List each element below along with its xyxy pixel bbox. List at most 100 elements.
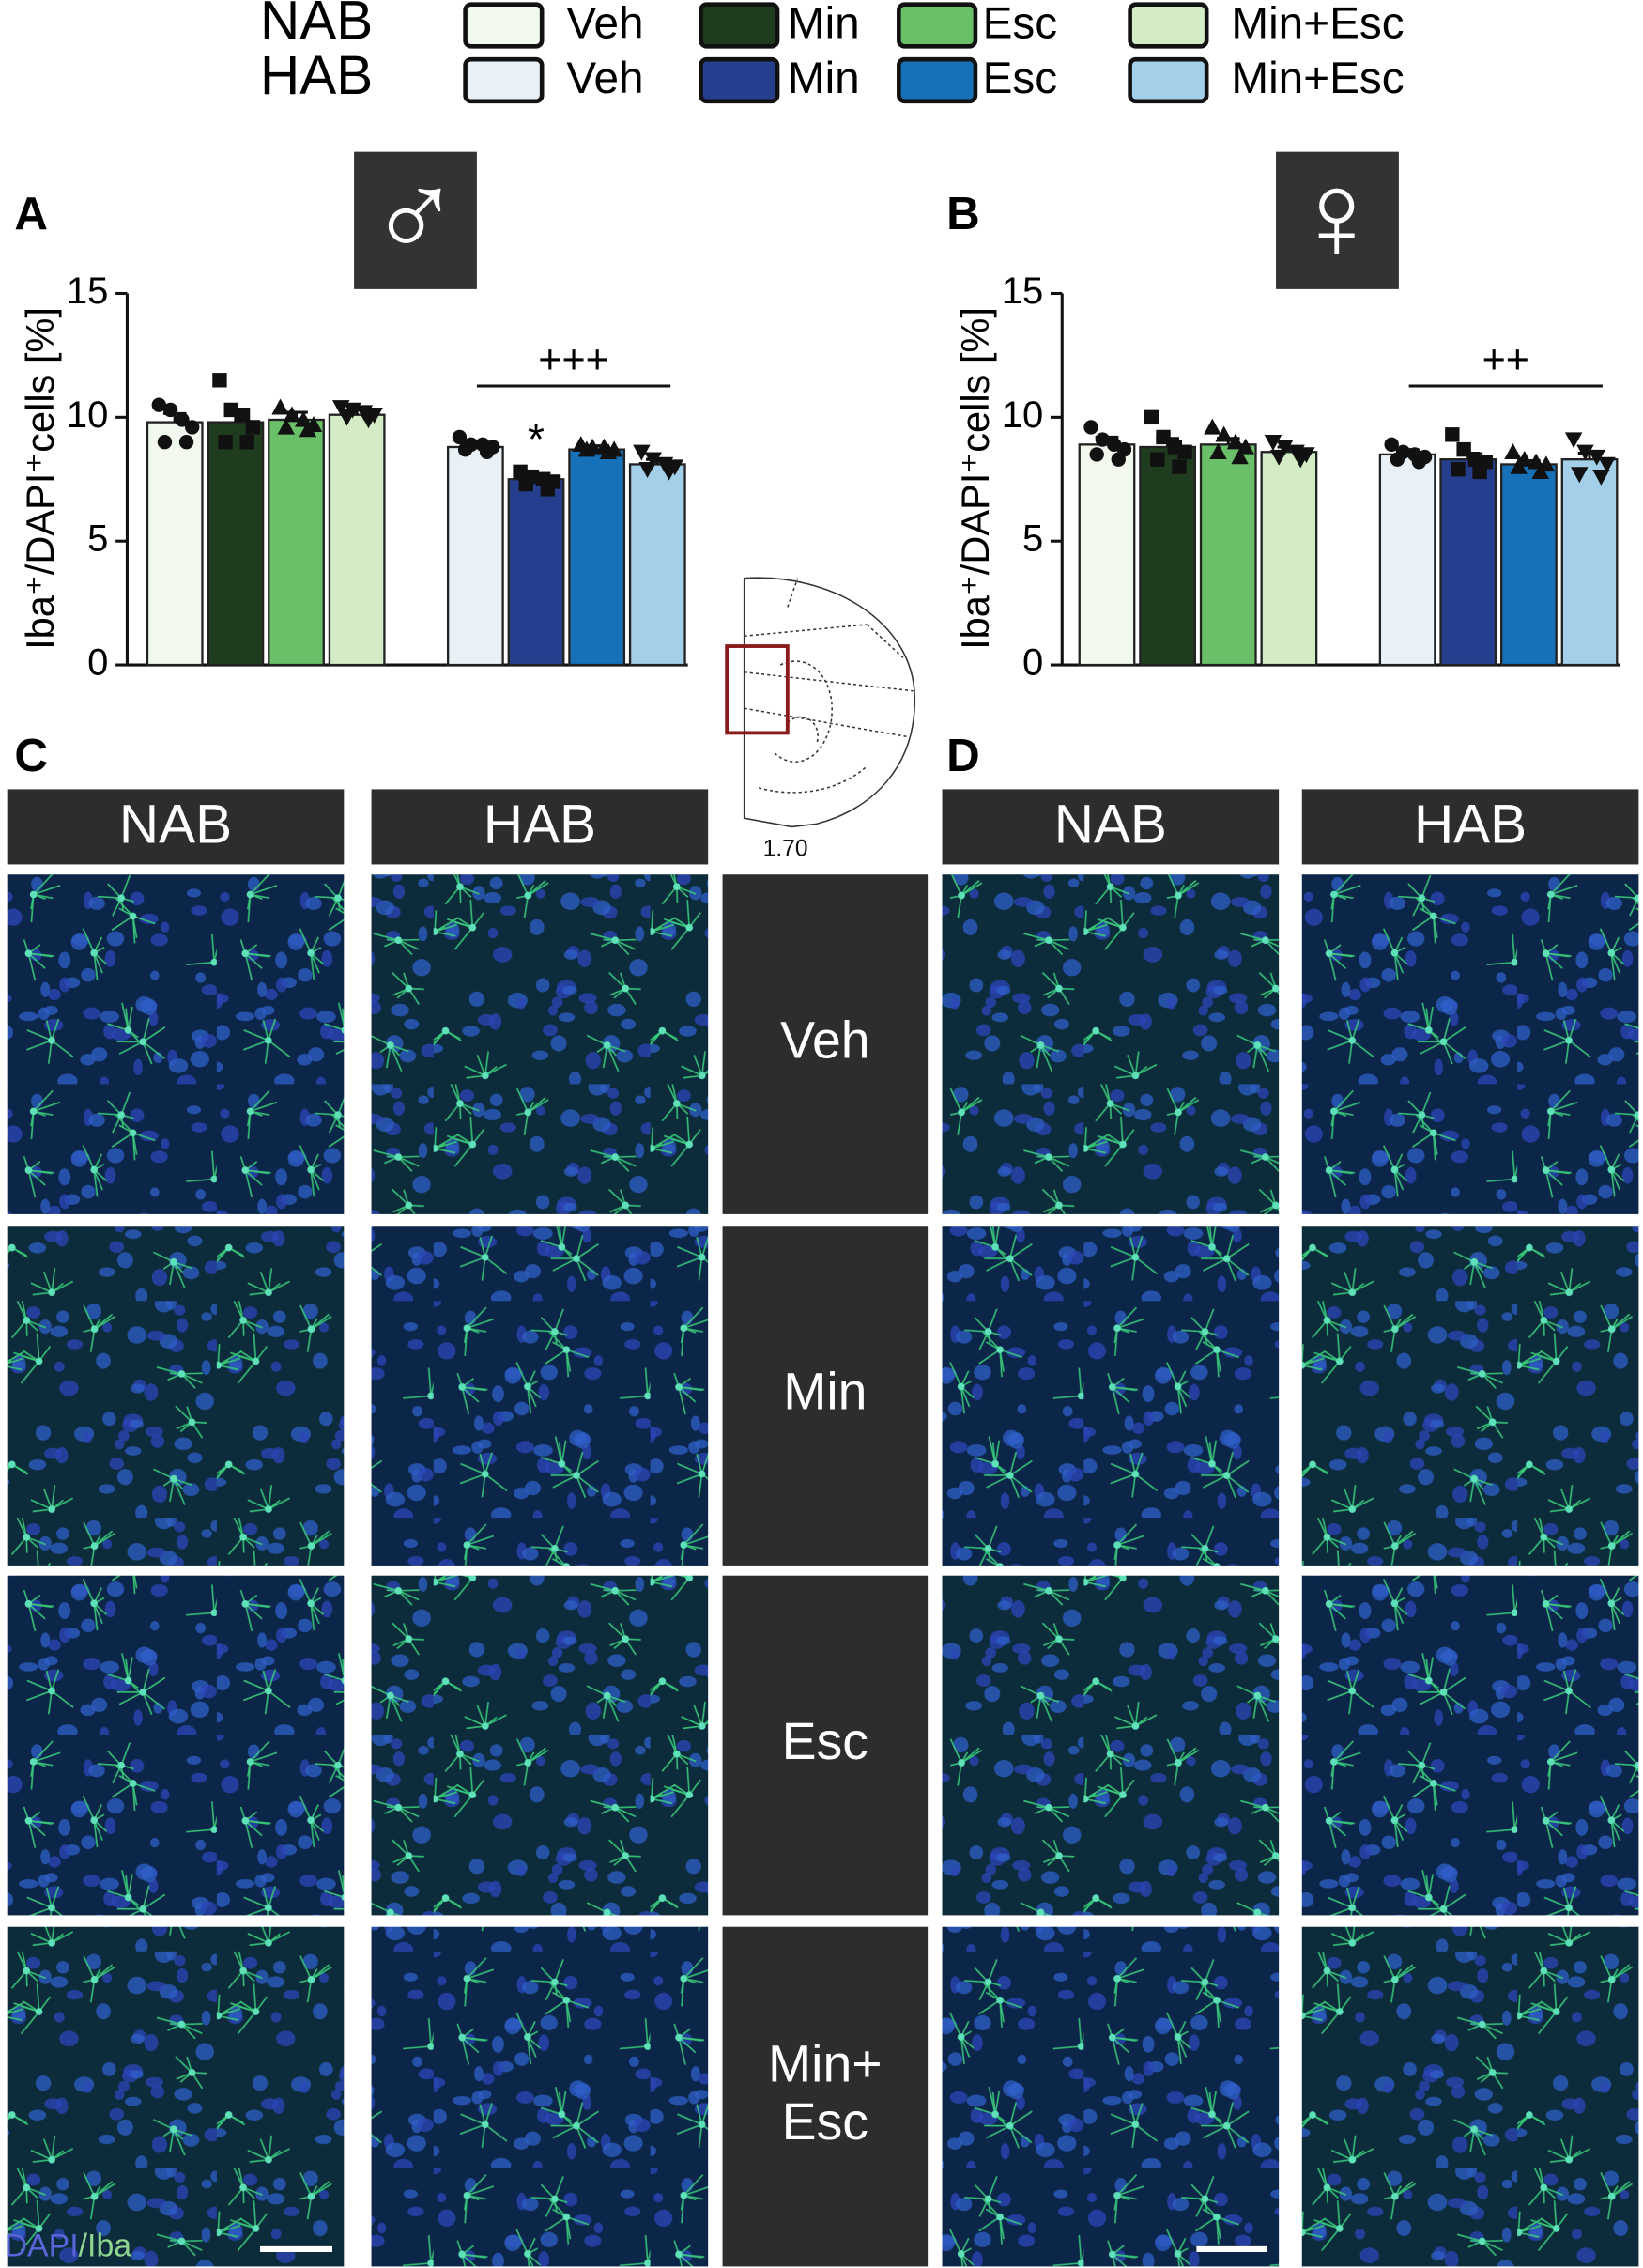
data-point: [518, 476, 533, 492]
legend-swatch: [1128, 56, 1209, 104]
data-point: [360, 412, 377, 429]
bar: [268, 418, 325, 667]
data-point: [1156, 429, 1171, 445]
bar: [507, 478, 565, 667]
legend-swatch: [1128, 2, 1209, 49]
bar: [1260, 451, 1318, 667]
micrograph: [942, 874, 1280, 1214]
y-axis-label: Iba⁺/DAPI⁺cells [%]: [18, 307, 62, 650]
y-tick-label: 10: [67, 394, 109, 436]
treatment-box: [722, 1575, 929, 1916]
y-tick-label: 0: [1022, 642, 1043, 684]
micrograph: [371, 1926, 709, 2267]
y-tick-label: 0: [87, 642, 108, 684]
atlas-lines: [744, 578, 914, 794]
data-point: [185, 420, 200, 435]
data-point: [178, 435, 194, 450]
data-point: [1451, 462, 1466, 477]
stain-label-part: DAPI: [5, 2228, 79, 2263]
panel-letter: C: [14, 730, 48, 781]
micrograph: [1301, 1226, 1639, 1566]
y-tick-label: 5: [1022, 518, 1043, 560]
legend-swatch: [897, 56, 978, 104]
data-point: [1390, 452, 1405, 467]
data-point: [277, 418, 295, 435]
y-tick-label: 15: [1002, 270, 1044, 312]
treatment-label: Min: [783, 1363, 867, 1421]
treatment-label: Veh: [780, 1011, 870, 1070]
data-point: [1089, 447, 1104, 462]
legend-label: Esc: [983, 0, 1058, 48]
bar: [1439, 458, 1497, 667]
micrograph: [371, 1575, 709, 1916]
y-tick-label: 5: [87, 518, 108, 560]
treatment-label: Min+: [768, 2034, 883, 2092]
legend-label: Veh: [566, 0, 643, 48]
data-point: [1095, 432, 1111, 447]
data-point: [1209, 443, 1227, 459]
data-point: [1144, 409, 1159, 425]
legend-label: Min: [788, 0, 860, 48]
data-point: [1291, 452, 1310, 469]
data-point: [1236, 438, 1254, 455]
y-tick-label: 10: [1002, 394, 1044, 436]
treatment-box: [722, 1226, 929, 1566]
data-point: [1592, 469, 1610, 486]
data-point: [271, 398, 289, 415]
data-point: [1083, 420, 1098, 435]
data-point: [1264, 435, 1282, 451]
data-point: [157, 435, 173, 450]
data-point: [1177, 444, 1192, 459]
atlas-region: [725, 644, 790, 735]
sex-box: [354, 151, 477, 289]
data-point: [479, 444, 495, 459]
stain-label: DAPI/Iba: [5, 2228, 132, 2263]
data-point: [452, 429, 468, 445]
atlas-label: 1.70: [763, 837, 808, 862]
micrograph: [942, 1575, 1280, 1916]
data-point: [1172, 459, 1187, 474]
column-header-label: HAB: [484, 794, 596, 855]
micrograph: [942, 1926, 1280, 2267]
data-point: [245, 420, 261, 435]
bar: [1139, 445, 1197, 667]
micrograph: [1301, 874, 1639, 1214]
legend-label: Min: [788, 54, 860, 103]
data-point: [235, 408, 251, 423]
micrograph: [1301, 1926, 1639, 2267]
significance-label: +++: [538, 338, 608, 383]
bar: [207, 421, 265, 667]
column-header-label: HAB: [1414, 794, 1527, 855]
data-point: [457, 441, 473, 457]
bar: [1560, 458, 1619, 667]
data-point: [1231, 448, 1249, 465]
bar: [628, 463, 686, 667]
data-point: [1215, 425, 1233, 442]
bar: [1500, 463, 1558, 667]
data-point: [638, 462, 656, 478]
stain-label-part: /Iba: [79, 2228, 132, 2263]
data-point: [1504, 443, 1522, 459]
data-point: [1564, 432, 1583, 449]
data-point: [599, 443, 618, 459]
micrograph: [1301, 1575, 1639, 1916]
sex-box: [1276, 151, 1399, 289]
data-point: [513, 464, 528, 480]
data-point: [1576, 444, 1594, 461]
treatment-label: Esc: [782, 1712, 868, 1770]
sex-symbol: ♂: [368, 147, 461, 285]
data-point: [1384, 437, 1399, 453]
legend-swatch: [699, 2, 780, 49]
data-point: [1472, 464, 1487, 480]
data-point: [1598, 456, 1616, 473]
data-point: [151, 397, 167, 412]
column-header: [1301, 789, 1639, 865]
column-header-label: NAB: [119, 794, 232, 855]
panel-letter: D: [946, 730, 980, 781]
micrograph: [7, 874, 345, 1214]
legend-swatch: [463, 2, 545, 49]
bar: [1199, 443, 1257, 667]
data-point: [223, 402, 238, 418]
bar: [446, 445, 504, 667]
legend-label: Veh: [566, 54, 643, 103]
